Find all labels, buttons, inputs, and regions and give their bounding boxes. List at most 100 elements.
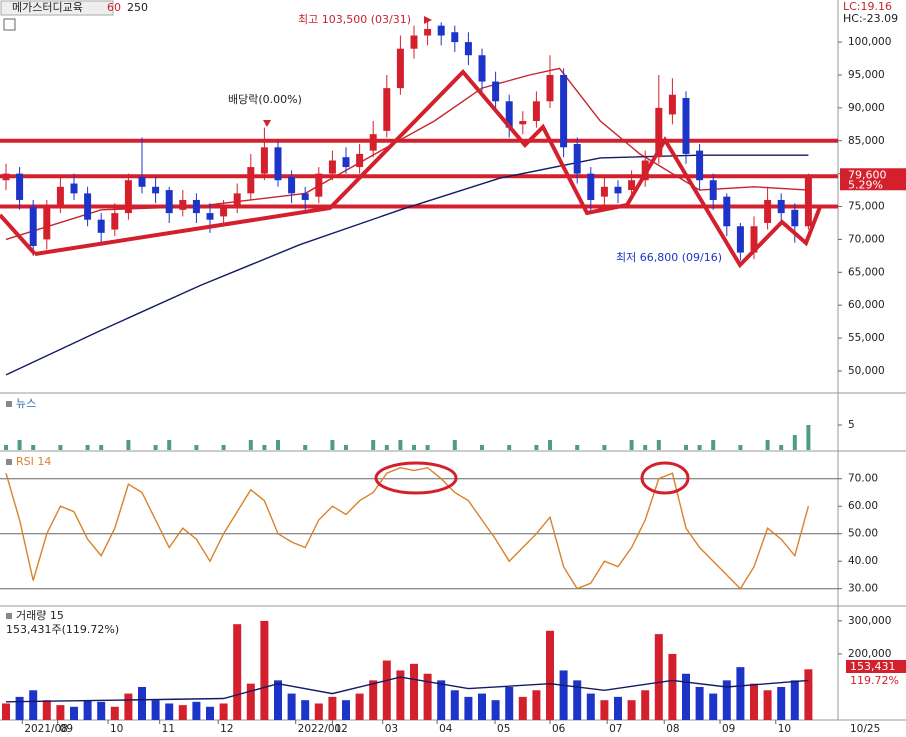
volume-bar — [56, 705, 65, 720]
candle-body — [628, 180, 636, 191]
x-tick-label: 09 — [60, 723, 73, 735]
candle-body — [777, 199, 785, 214]
news-bar — [17, 440, 22, 450]
candle-body — [179, 199, 187, 210]
candle-body — [750, 226, 758, 253]
news-bar — [398, 440, 403, 450]
news-bar — [248, 440, 253, 450]
candle-body — [655, 107, 663, 158]
volume-bar — [505, 686, 514, 720]
volume-bar — [654, 634, 663, 720]
volume-bar — [138, 686, 146, 720]
news-bar — [711, 440, 716, 450]
candle-body — [424, 28, 432, 36]
min-annotation: 최저 66,800 (09/16) — [616, 251, 722, 264]
candle-body — [152, 186, 160, 194]
news-bar — [4, 445, 8, 450]
volume-bar — [763, 690, 772, 720]
candle-body — [247, 167, 255, 194]
x-tick-label: 09 — [722, 723, 735, 735]
volume-bar — [777, 686, 786, 720]
news-bar — [806, 425, 811, 450]
hc-label: HC:-23.09 — [843, 12, 898, 25]
panel-title: RSI 14 — [16, 455, 51, 468]
grid-icon[interactable] — [3, 18, 16, 31]
y-tick-label: 300,000 — [848, 615, 891, 627]
volume-bar — [586, 693, 595, 720]
x-tick-label: 08 — [666, 723, 679, 735]
volume-bar — [355, 693, 364, 720]
volume-bar — [314, 703, 323, 720]
candle-body — [220, 206, 228, 217]
candle-body — [274, 147, 282, 181]
candle-body — [451, 32, 459, 43]
news-bar — [480, 445, 484, 450]
candle-body — [791, 209, 799, 227]
volume-bar — [165, 703, 174, 720]
y-tick-label: 50,000 — [848, 365, 885, 377]
news-bar — [371, 440, 376, 450]
max-annotation: 최고 103,500 (03/31) — [298, 13, 411, 26]
x-tick-label: 11 — [162, 723, 175, 735]
date-label: 10/25 — [850, 723, 880, 735]
y-tick-label: 65,000 — [848, 266, 885, 278]
volume-bar — [600, 700, 609, 720]
panel-icon — [6, 459, 12, 465]
news-bar — [262, 445, 267, 450]
candle-body — [505, 101, 513, 128]
news-bar — [99, 445, 104, 450]
news-bar — [643, 445, 648, 450]
lc-label: LC:19.16 — [843, 0, 892, 13]
candle-body — [478, 55, 486, 82]
volume-bar — [192, 701, 201, 720]
candle-body — [84, 193, 92, 220]
volume-bar — [151, 700, 160, 720]
volume-bar — [641, 690, 650, 720]
volume-bar — [437, 680, 446, 720]
volume-bar — [546, 630, 554, 720]
volume-bar — [695, 686, 704, 720]
y-tick-label: 60,000 — [848, 299, 885, 311]
volume-bar — [29, 690, 38, 720]
y-tick-label: 55,000 — [848, 332, 885, 344]
candle-body — [165, 190, 173, 214]
volume-bar — [614, 696, 622, 720]
y-tick-label: 50.00 — [848, 528, 878, 540]
rsi-highlight — [374, 461, 690, 495]
volume-bar — [219, 703, 228, 720]
volume-bar — [573, 680, 582, 720]
candle-body — [16, 173, 24, 200]
news-bar — [507, 445, 512, 450]
volume-bar — [382, 660, 391, 720]
candle-body — [97, 219, 105, 233]
volume-bar — [709, 693, 718, 720]
news-bar — [276, 440, 280, 450]
news-bar — [602, 445, 607, 450]
x-tick-label: 07 — [609, 723, 622, 735]
last-price-label: 79,600 — [848, 168, 887, 181]
volume-bar — [790, 680, 799, 720]
news-bar — [697, 445, 702, 450]
candle-body — [288, 176, 296, 194]
y-tick-label: 5 — [848, 419, 855, 431]
volume-bar — [2, 703, 10, 720]
volume-bar — [396, 670, 405, 720]
line-series — [5, 676, 809, 703]
news-bar — [425, 445, 430, 450]
news-bar — [384, 445, 389, 450]
candle-body — [546, 74, 554, 102]
panel-subtitle: 153,431주(119.72%) — [6, 623, 119, 636]
volume-bar — [423, 673, 432, 720]
news-bar — [534, 445, 539, 450]
volume-bar — [83, 700, 92, 720]
volume-bar — [518, 696, 527, 720]
y-tick-label: 30.00 — [848, 583, 878, 595]
panel-icon — [6, 401, 12, 407]
y-tick-label: 95,000 — [848, 69, 885, 81]
news-bar — [85, 445, 90, 450]
panel-title: 거래량 15 — [16, 609, 64, 622]
news-bar — [684, 445, 688, 450]
candle-body — [600, 186, 608, 197]
news-bar — [344, 445, 348, 450]
